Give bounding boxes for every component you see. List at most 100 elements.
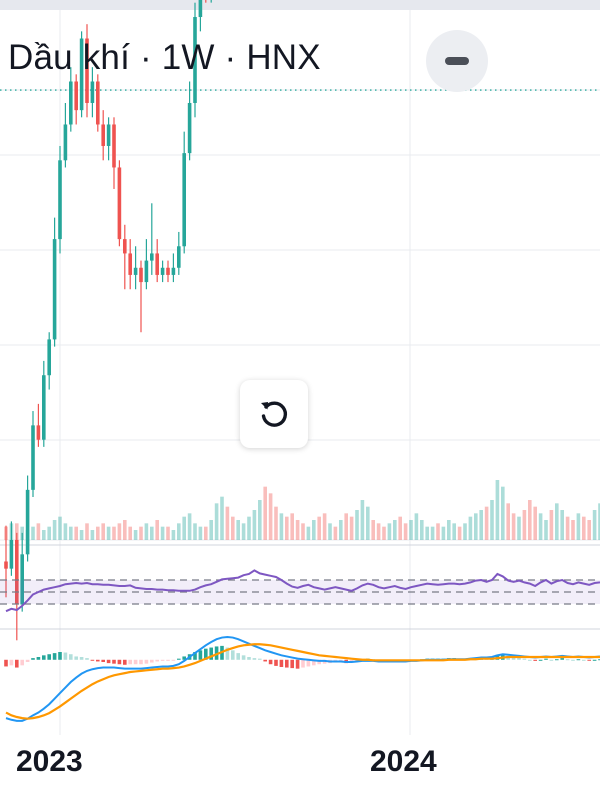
volume-bar [501,486,505,540]
macd-histogram-bar [106,659,111,664]
volume-bar [47,526,51,540]
volume-bar [430,526,435,540]
macd-histogram-bar [96,659,100,662]
candle-body [47,339,51,376]
macd-histogram-bar [171,659,176,661]
macd-histogram-bar [15,659,19,668]
volume-bar [468,516,473,540]
candle-body [90,81,95,103]
volume-bar [295,520,300,540]
macd-histogram-bar [128,659,132,665]
volume-bar [193,523,197,540]
volume-bar [376,523,381,540]
volume-bar [36,523,41,540]
volume-bar [150,526,154,540]
volume-bar [52,520,57,540]
macd-histogram-bar [209,647,213,660]
macd-histogram-bar [112,659,116,664]
macd-histogram-bar [182,656,186,660]
macd-histogram-bar [268,659,273,665]
candle-body [85,38,89,103]
volume-bar [204,526,208,540]
macd-histogram-bar [285,659,289,668]
volume-bar [69,526,73,540]
volume-bar [533,506,537,540]
volume-bar [15,523,19,540]
volume-bar [106,526,111,540]
volume-bar [366,506,370,540]
macd-signal-line [5,643,600,720]
volume-bar [177,523,181,540]
macd-histogram-bar [231,650,235,660]
volume-bar [263,486,267,540]
volume-bar [549,510,554,540]
volume-bar [258,500,262,540]
candle-body [160,267,165,275]
collapse-button[interactable] [426,30,488,92]
candle-body [42,375,46,440]
macd-histogram-bar [317,659,321,665]
rotate-ccw-icon [261,401,288,427]
macd-histogram-bar [592,659,597,661]
candle-body [63,124,68,161]
volume-bar [209,520,213,540]
macd-histogram-bar [31,658,35,660]
macd-histogram-bar [36,657,41,660]
macd-histogram-bar [101,659,105,662]
macd-histogram-bar [241,655,246,660]
macd-histogram-bar [25,659,30,662]
volume-bar [333,526,338,540]
candle-body [69,81,73,125]
volume-bar [166,526,170,540]
macd-histogram-bar [90,659,95,661]
macd-histogram-bar [4,659,8,667]
volume-bar [463,523,467,540]
volume-bar [139,526,143,540]
volume-bar [409,520,413,540]
candle-body [193,17,197,103]
volume-bar [441,526,446,540]
candle-body [150,253,154,261]
macd-histogram-bar [133,659,138,665]
volume-bar [96,526,100,540]
chart-title: Dầu khí · 1W · HNX [8,38,321,77]
volume-bar [279,513,284,540]
candle-body [155,253,159,275]
volume-bar [349,516,354,540]
candle-body [58,160,62,240]
volume-bar [274,506,278,540]
volume-bar [436,523,440,540]
candle-body [128,253,132,275]
macd-histogram-bar [69,654,73,660]
candle-body [31,425,35,490]
candle-body [166,267,170,275]
volume-bar [565,516,570,540]
macd-histogram-bar [42,655,46,660]
reset-chart-button[interactable] [240,380,308,448]
volume-bar [214,503,219,540]
volume-bar [560,510,564,540]
volume-bar [360,500,365,540]
macd-histogram-bar [538,659,543,661]
volume-bar [522,510,527,540]
volume-bar [328,523,332,540]
candle-body [133,267,138,275]
macd-histogram-bar [587,659,591,661]
volume-bar [231,516,235,540]
candle-body [123,239,127,254]
macd-histogram-bar [571,659,575,661]
macd-histogram-bar [123,659,127,665]
macd-histogram-bar [263,659,267,662]
candle-body [96,81,100,125]
candle-body [198,0,203,18]
macd-histogram-bar [295,659,300,669]
macd-histogram-bar [517,657,521,660]
volume-bar [225,506,230,540]
macd-histogram-bar [598,659,600,661]
macd-histogram-bar [533,659,537,661]
macd-histogram-bar [166,659,170,661]
macd-histogram-bar [274,659,278,666]
volume-bar [90,530,95,540]
volume-bar [301,523,305,540]
